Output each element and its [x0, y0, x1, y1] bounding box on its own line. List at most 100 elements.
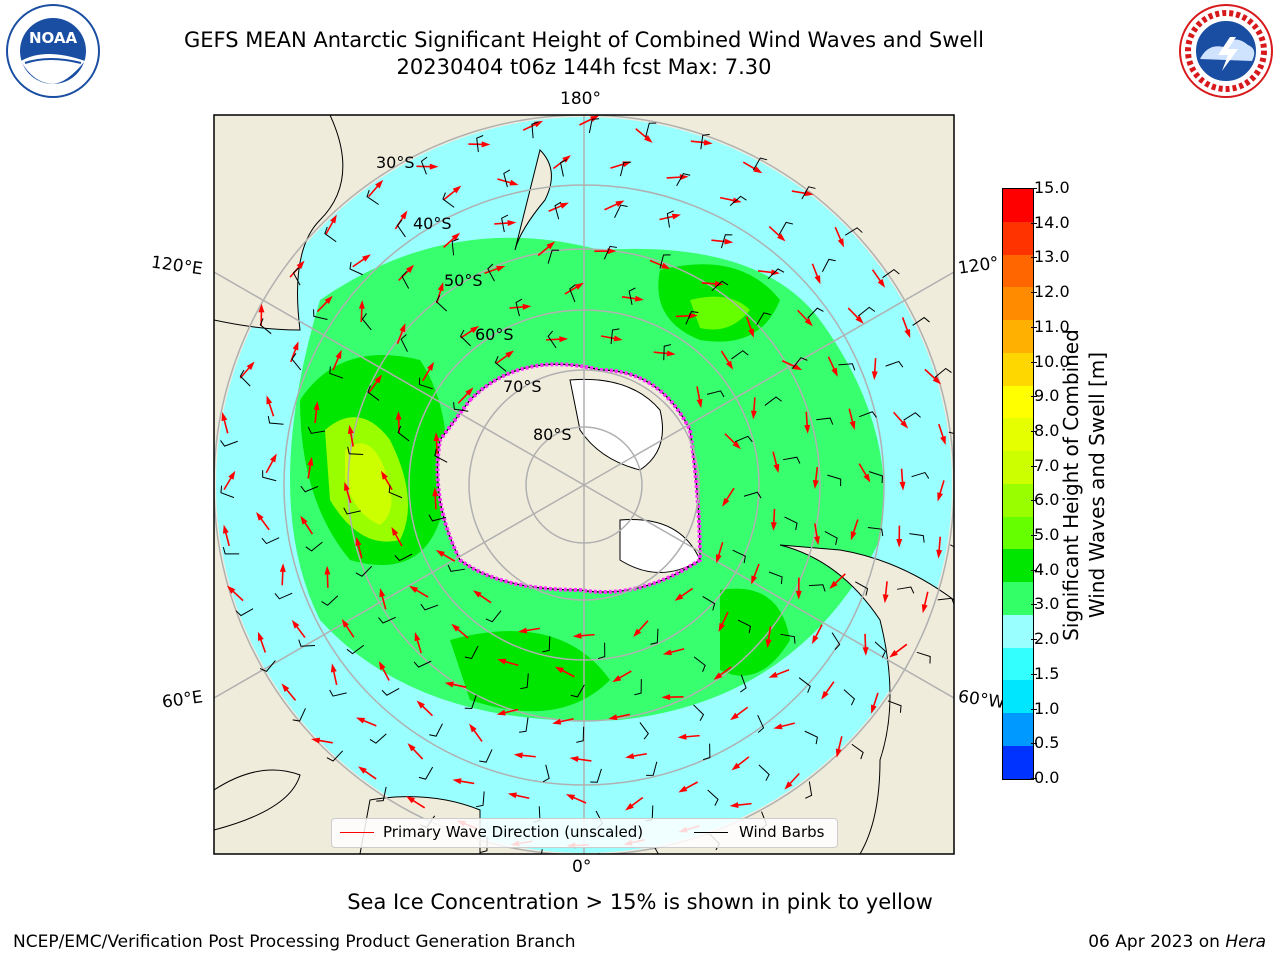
- wave-direction-arrowhead: [932, 376, 942, 385]
- wave-direction-arrow: [302, 520, 314, 535]
- wave-direction-arrow: [281, 569, 284, 586]
- colorbar-tick-label: 7.0: [1030, 455, 1060, 475]
- lon-label-0: 0°: [572, 857, 592, 877]
- footer-machine: Hera: [1225, 932, 1266, 952]
- wind-barb: [838, 363, 856, 371]
- wave-direction-arrow: [443, 188, 458, 201]
- wave-direction-arrow: [614, 713, 631, 719]
- wave-direction-and-wind-barb-layer: [220, 115, 954, 854]
- wind-barb: [515, 298, 523, 317]
- wind-barb: [798, 677, 811, 693]
- wind-barb: [619, 161, 631, 177]
- wind-barb: [903, 412, 921, 421]
- wind-barb: [700, 133, 710, 150]
- wave-direction-arrow: [938, 423, 945, 440]
- chart-subtitle-run-info: 20230404 t06z 144h fcst Max: 7.30: [396, 55, 772, 79]
- wave-direction-arrow: [410, 798, 426, 809]
- wind-barb: [639, 722, 649, 740]
- map-frame: [213, 114, 955, 855]
- wave-direction-arrowhead: [522, 303, 532, 310]
- wave-direction-arrowhead: [678, 785, 688, 793]
- wind-barb: [369, 733, 387, 744]
- wave-direction-arrow: [724, 487, 735, 503]
- wave-direction-arrow: [617, 670, 632, 680]
- wave-direction-arrowhead: [804, 190, 814, 197]
- wind-barb: [855, 581, 869, 596]
- colorbar-tick-label: 5.0: [1030, 525, 1060, 545]
- wind-barb: [361, 313, 372, 331]
- wind-barb: [757, 714, 765, 733]
- wind-barb: [494, 355, 507, 372]
- wave-direction-arrowhead: [451, 232, 461, 241]
- colorbar-tick-label: 12.0: [1031, 282, 1070, 302]
- wind-barb: [343, 507, 361, 515]
- lat-label-70s: 70°S: [503, 377, 542, 396]
- wave-direction-arrowhead: [258, 631, 264, 641]
- wave-direction-arrow: [344, 623, 355, 638]
- wind-barb: [313, 309, 328, 321]
- legend-wave-direction-swatch: [340, 832, 374, 833]
- legend-wind-barbs-label: Wind Barbs: [739, 823, 825, 841]
- lon-label-180: 180°: [560, 89, 601, 109]
- colorbar-segment: [1003, 680, 1033, 714]
- wave-direction-arrow: [325, 219, 335, 235]
- wind-barb: [801, 186, 816, 200]
- footer-date-text: 06 Apr 2023 on: [1088, 932, 1226, 952]
- wave-direction-arrowhead: [718, 622, 725, 632]
- wind-barb: [503, 169, 511, 188]
- wave-direction-arrowhead: [279, 563, 286, 573]
- wave-direction-arrow: [679, 587, 694, 599]
- wave-direction-arrowhead: [554, 666, 564, 674]
- wave-direction-arrow: [604, 202, 620, 211]
- wind-barb: [702, 595, 716, 611]
- wind-barb: [707, 789, 719, 806]
- wave-direction-arrowhead: [753, 166, 763, 174]
- wave-direction-arrowhead: [472, 590, 482, 598]
- wind-barb: [807, 307, 824, 319]
- wave-direction-arrowhead: [391, 526, 399, 536]
- wave-direction-arrow: [635, 128, 649, 140]
- wind-barb: [851, 743, 864, 760]
- wave-direction-arrowhead: [437, 282, 444, 292]
- wave-direction-arrowhead: [281, 683, 290, 692]
- wave-direction-arrow: [223, 475, 233, 491]
- wave-direction-arrowhead: [729, 802, 739, 809]
- wind-barb: [885, 360, 904, 368]
- wave-direction-arrowhead: [784, 781, 793, 790]
- wave-direction-arrow: [717, 541, 724, 558]
- wave-direction-arrow: [513, 794, 530, 800]
- graticule: [214, 115, 954, 854]
- wave-direction-arrow: [443, 236, 457, 248]
- wave-direction-arrowhead: [831, 367, 838, 377]
- wave-direction-arrowhead: [770, 522, 777, 531]
- wave-direction-arrowhead: [773, 463, 780, 474]
- wave-direction-arrow: [502, 660, 519, 667]
- wave-direction-arrow: [668, 648, 685, 654]
- wind-barb: [804, 730, 818, 745]
- lat-label-60s: 60°S: [475, 325, 514, 344]
- wind-barb: [420, 603, 439, 611]
- wind-barb: [805, 781, 813, 799]
- wind-barb: [782, 456, 801, 464]
- wave-direction-arrowhead: [671, 213, 681, 220]
- wind-barb: [598, 852, 600, 854]
- lat-label-50s: 50°S: [444, 271, 483, 290]
- wave-direction-arrow: [362, 769, 377, 780]
- wave-direction-arrow: [683, 734, 700, 738]
- wave-direction-arrowhead: [814, 275, 821, 285]
- wave-direction-arrow: [767, 626, 772, 643]
- wave-height-atlantic-region: [720, 588, 790, 676]
- wave-direction-arrow: [415, 637, 423, 654]
- colorbar-tick-label: 8.0: [1030, 420, 1060, 440]
- wave-direction-arrow: [345, 487, 352, 504]
- wind-barb: [366, 189, 379, 205]
- wind-barb: [887, 700, 902, 713]
- wave-direction-arrow: [735, 802, 752, 807]
- wind-barb: [329, 689, 347, 697]
- wave-direction-arrowhead: [518, 627, 528, 634]
- wind-barb: [685, 311, 699, 325]
- wave-direction-arrow: [814, 466, 819, 484]
- wind-barb: [711, 280, 729, 292]
- wave-direction-arrowhead: [768, 671, 778, 678]
- wind-barb: [397, 425, 410, 442]
